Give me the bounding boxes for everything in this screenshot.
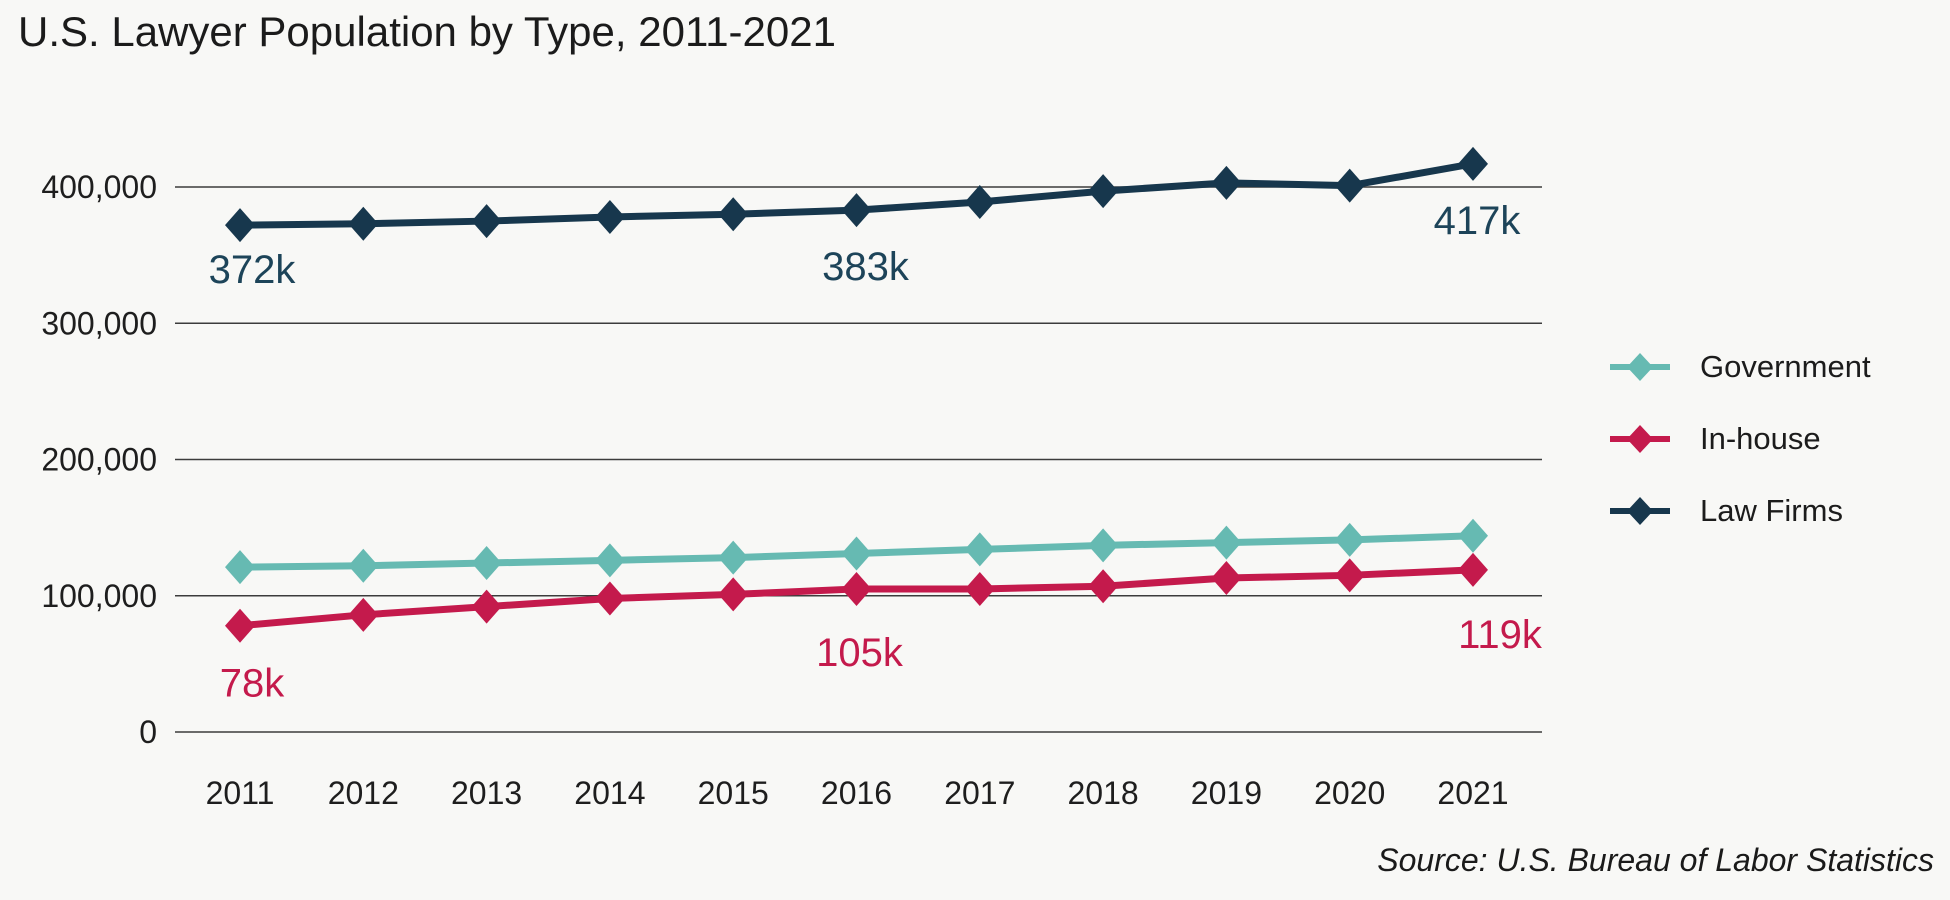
data-point-marker	[1334, 168, 1365, 203]
source-attribution: Source: U.S. Bureau of Labor Statistics	[1377, 842, 1934, 878]
y-axis-tick-label: 200,000	[41, 442, 157, 478]
law-firms-series-marker-icon	[1610, 496, 1670, 525]
y-axis-tick-label: 300,000	[41, 305, 157, 341]
x-axis-tick-label: 2012	[328, 775, 399, 811]
data-point-marker	[225, 608, 255, 643]
chart-legend: Government In-house Law Firms	[1608, 340, 1871, 537]
data-point-marker	[348, 597, 379, 632]
data-point-marker	[964, 532, 995, 567]
x-axis-tick-label: 2015	[698, 775, 769, 811]
data-point-marker	[841, 536, 872, 571]
government-series-marker-icon	[1610, 352, 1670, 381]
data-point-marker	[594, 199, 625, 234]
value-annotation: 383k	[822, 245, 910, 289]
data-point-marker	[225, 550, 255, 585]
value-annotation: 119k	[1458, 613, 1543, 657]
data-point-marker	[718, 577, 749, 612]
value-annotation: 78k	[220, 662, 285, 706]
value-annotation: 417k	[1434, 199, 1522, 243]
data-point-marker	[471, 204, 502, 239]
data-point-marker	[1458, 146, 1488, 181]
data-point-marker	[1458, 552, 1488, 587]
data-point-marker	[718, 197, 749, 232]
data-point-marker	[1088, 174, 1119, 209]
data-point-marker	[594, 581, 625, 616]
x-axis-tick-label: 2013	[451, 775, 522, 811]
data-point-marker	[1211, 561, 1242, 596]
data-point-marker	[1211, 525, 1242, 560]
data-point-marker	[594, 543, 625, 578]
data-point-marker	[1334, 558, 1365, 593]
value-annotation: 372k	[209, 248, 297, 292]
legend-item-law-firms: Law Firms	[1608, 484, 1871, 537]
y-axis-tick-label: 0	[139, 714, 157, 750]
data-point-marker	[964, 571, 995, 606]
value-annotation: 105k	[816, 631, 904, 675]
legend-item-government: Government	[1608, 340, 1871, 393]
x-axis-tick-label: 2011	[206, 775, 275, 811]
x-axis-tick-label: 2021	[1437, 775, 1508, 811]
data-point-marker	[718, 540, 749, 575]
data-point-marker	[841, 193, 872, 228]
data-point-marker	[964, 184, 995, 219]
in-house-series-marker-icon	[1610, 424, 1670, 453]
data-point-marker	[348, 548, 379, 583]
data-point-marker	[348, 206, 379, 241]
data-point-marker	[471, 546, 502, 581]
legend-label-in-house: In-house	[1700, 420, 1821, 456]
x-axis-tick-label: 2019	[1191, 775, 1262, 811]
chart-title: U.S. Lawyer Population by Type, 2011-202…	[18, 8, 836, 55]
data-point-marker	[1334, 522, 1365, 557]
legend-label-government: Government	[1700, 348, 1871, 384]
data-point-marker	[1458, 518, 1488, 553]
data-point-marker	[471, 589, 502, 624]
data-point-marker	[225, 208, 255, 243]
data-point-marker	[1211, 165, 1242, 200]
x-axis-tick-label: 2018	[1068, 775, 1139, 811]
x-axis-tick-label: 2016	[821, 775, 892, 811]
data-point-marker	[1088, 569, 1119, 604]
x-axis-tick-label: 2017	[944, 775, 1015, 811]
legend-item-in-house: In-house	[1608, 412, 1871, 465]
legend-label-law-firms: Law Firms	[1700, 492, 1843, 528]
data-point-marker	[841, 571, 872, 606]
y-axis-tick-label: 100,000	[41, 578, 157, 614]
x-axis-tick-label: 2020	[1314, 775, 1385, 811]
data-point-marker	[1088, 528, 1119, 563]
y-axis-tick-label: 400,000	[41, 169, 157, 205]
x-axis-tick-label: 2014	[574, 775, 645, 811]
